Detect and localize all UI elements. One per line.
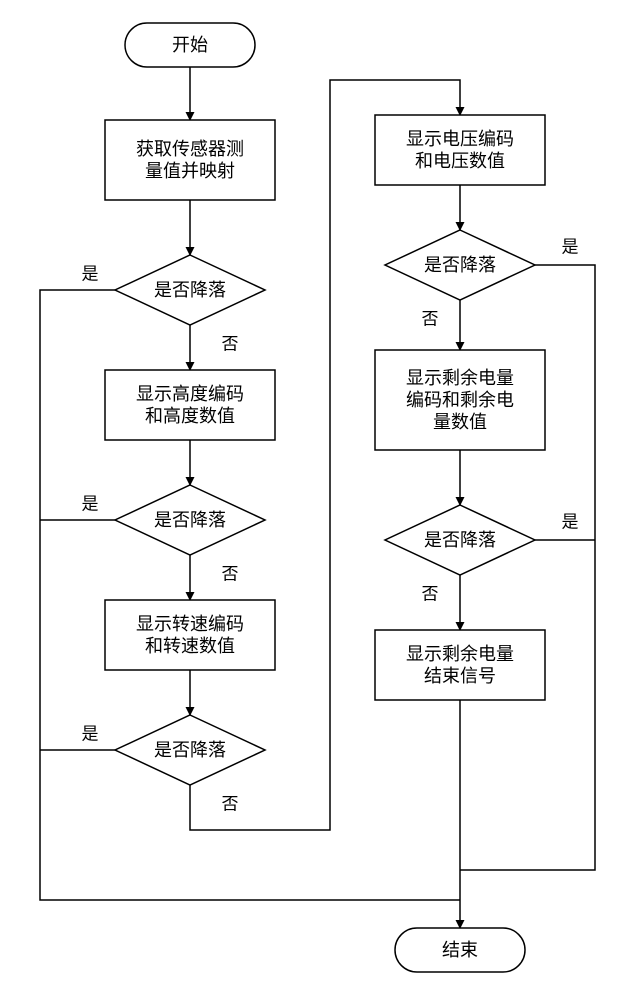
edge-label: 是	[82, 264, 99, 283]
edge-label: 是	[562, 237, 579, 256]
node-label: 是否降落	[154, 510, 226, 530]
node-label: 结束	[442, 940, 478, 960]
node-label: 显示转速编码	[136, 614, 244, 634]
node-label: 是否降落	[424, 530, 496, 550]
edge-label: 是	[82, 724, 99, 743]
node-label: 开始	[172, 35, 208, 55]
edge-label: 否	[222, 334, 239, 353]
node-label: 是否降落	[154, 740, 226, 760]
edge-label: 否	[422, 309, 439, 328]
node-label: 和高度数值	[145, 406, 235, 426]
edge-label: 是	[82, 494, 99, 513]
node-label: 和电压数值	[415, 151, 505, 171]
node-label: 显示电压编码	[406, 129, 514, 149]
node-label: 是否降落	[424, 255, 496, 275]
node-label: 量值并映射	[145, 161, 235, 181]
node-label: 显示剩余电量	[406, 368, 514, 388]
edge-label: 否	[422, 584, 439, 603]
flowchart-diagram: 否否否否否是是是是是开始获取传感器测量值并映射是否降落显示高度编码和高度数值是否…	[0, 0, 637, 1000]
edge-label: 否	[222, 794, 239, 813]
node-label: 是否降落	[154, 280, 226, 300]
node-label: 编码和剩余电	[406, 390, 514, 410]
edge-label: 是	[562, 512, 579, 531]
node-label: 显示高度编码	[136, 384, 244, 404]
node-label: 获取传感器测	[136, 139, 244, 159]
edge-label: 否	[222, 564, 239, 583]
node-label: 和转速数值	[145, 636, 235, 656]
node-label: 量数值	[433, 412, 487, 432]
node-label: 显示剩余电量	[406, 644, 514, 664]
node-label: 结束信号	[424, 666, 496, 686]
